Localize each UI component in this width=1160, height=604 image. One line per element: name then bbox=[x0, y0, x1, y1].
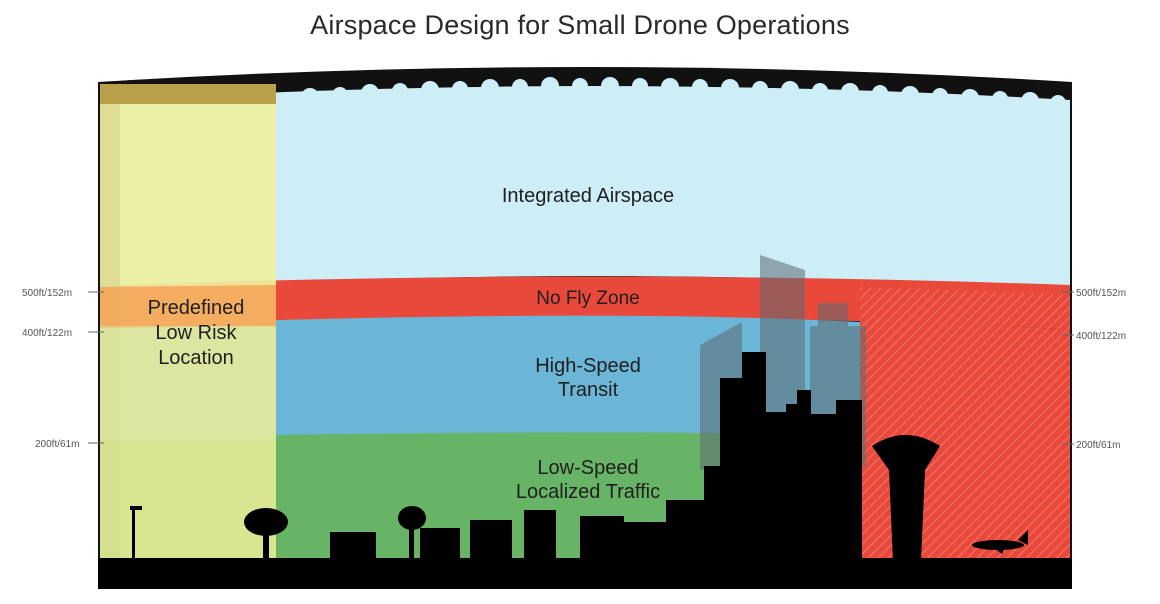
low-risk-low-band bbox=[100, 440, 276, 558]
no-fly-hatch-top bbox=[860, 287, 1070, 330]
no-fly-zone-label: No Fly Zone bbox=[536, 288, 639, 309]
diagram-title: Airspace Design for Small Drone Operatio… bbox=[310, 10, 850, 40]
altitude-ticks-right bbox=[1062, 291, 1074, 445]
altitude-right-400: 400ft/122m bbox=[1076, 331, 1126, 342]
altitude-right-500: 500ft/152m bbox=[1076, 288, 1126, 299]
airplane bbox=[972, 530, 1028, 554]
cloud-edge bbox=[277, 77, 1066, 111]
low-risk-orange-band bbox=[100, 285, 276, 328]
altitude-left-500: 500ft/152m bbox=[22, 288, 72, 299]
altitude-left-400: 400ft/122m bbox=[22, 328, 72, 339]
altitude-ticks-left bbox=[88, 291, 104, 444]
low-risk-label-line1: Predefined bbox=[148, 297, 245, 319]
ground bbox=[98, 558, 1072, 589]
city-skyline bbox=[130, 352, 862, 562]
low-speed-label-line2: Localized Traffic bbox=[516, 481, 660, 503]
integrated-airspace-label: Integrated Airspace bbox=[502, 185, 674, 207]
low-risk-green-band bbox=[100, 326, 276, 440]
low-risk-top bbox=[100, 84, 276, 104]
low-speed-label-line1: Low-Speed bbox=[537, 457, 638, 479]
altitude-left-200: 200ft/61m bbox=[35, 439, 79, 450]
low-risk-label-line3: Location bbox=[158, 347, 234, 369]
high-speed-label-line2: Transit bbox=[558, 379, 619, 401]
low-risk-label-line2: Low Risk bbox=[155, 322, 237, 344]
integrated-airspace-zone bbox=[120, 86, 1070, 290]
altitude-right-200: 200ft/61m bbox=[1076, 440, 1120, 451]
high-speed-label-line1: High-Speed bbox=[535, 355, 641, 377]
high-speed-transit-zone bbox=[120, 315, 860, 440]
control-tower bbox=[872, 435, 940, 562]
